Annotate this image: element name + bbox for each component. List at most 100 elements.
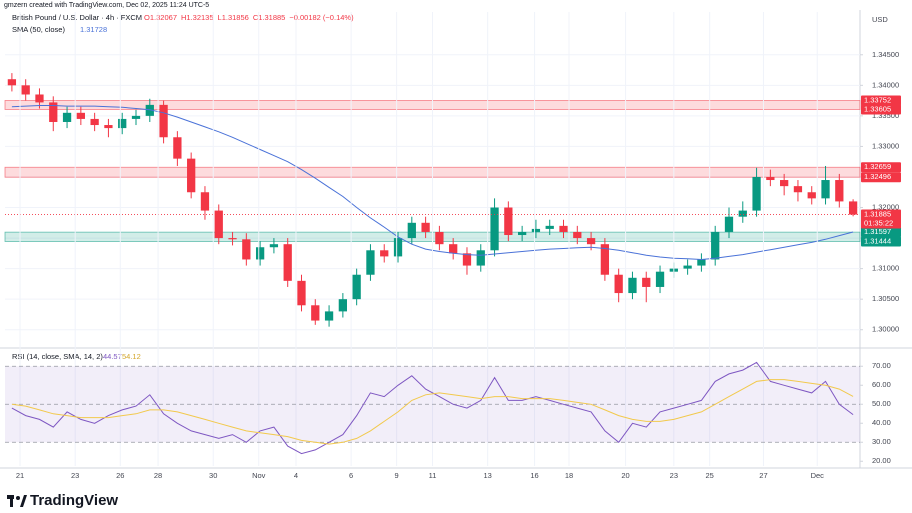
zone-label: 1.31444 (864, 236, 891, 245)
candle-body (90, 118, 99, 126)
candle-body (490, 207, 499, 251)
candle-body (697, 259, 706, 266)
rsi-sma-value: 54.12 (122, 352, 141, 361)
candle-body (573, 231, 582, 239)
candle-body (518, 231, 527, 236)
x-tick-label: 4 (294, 471, 298, 480)
candle-body (366, 250, 375, 275)
symbol-title: British Pound / U.S. Dollar · 4h · FXCM (12, 13, 142, 22)
candle-body (338, 299, 347, 312)
candle-body (283, 244, 292, 281)
candle-body (159, 104, 168, 138)
attribution: gmzern created with TradingView.com, Dec… (4, 2, 209, 9)
zone-label: 1.32496 (864, 172, 891, 181)
candle-body (145, 104, 154, 116)
y-tick-label: 50.00 (872, 399, 891, 408)
x-tick-label: 11 (429, 471, 437, 480)
currency: USD (872, 15, 888, 24)
zone-label-box (861, 162, 901, 173)
y-tick-label: 1.31000 (872, 264, 899, 273)
candle-body (738, 210, 747, 217)
candle-body (752, 176, 761, 211)
x-tick-label: 25 (706, 471, 714, 480)
candle-body (614, 274, 623, 294)
x-tick-label: 13 (483, 471, 491, 480)
candle-body (7, 79, 17, 86)
candle-body (793, 186, 803, 193)
x-tick-label: 30 (209, 471, 217, 480)
y-tick-label: 40.00 (872, 418, 891, 427)
x-tick-label: 20 (621, 471, 629, 480)
candle-body (324, 311, 334, 321)
candle-body (531, 228, 541, 232)
y-tick-label: 1.30500 (872, 294, 899, 303)
candle-body (187, 158, 196, 193)
candle-body (848, 201, 858, 215)
y-tick-label: 1.30000 (872, 325, 899, 334)
x-tick-label: 23 (71, 471, 79, 480)
x-tick-label: 28 (154, 471, 162, 480)
candle-body (628, 277, 637, 294)
zone-label-box (861, 104, 901, 115)
zone-label: 1.33752 (864, 95, 891, 104)
candle-body (407, 222, 416, 239)
logo-text: TradingView (30, 492, 118, 509)
ohlc-legend: O1.32067 (144, 13, 177, 22)
candle-body (352, 274, 361, 300)
candle-body (421, 222, 430, 232)
candle-body (462, 253, 472, 266)
candle-body (766, 176, 775, 181)
sma-legend: SMA (50, close) (12, 25, 65, 34)
candle-body (131, 115, 141, 119)
y-tick-label: 20.00 (872, 456, 891, 465)
rsi-line (11, 379, 854, 445)
candle-body (76, 112, 85, 119)
x-tick-label: 23 (670, 471, 678, 480)
rsi-line (11, 361, 854, 455)
x-tick-label: 27 (759, 471, 767, 480)
candle-body (297, 280, 306, 306)
candle-body (835, 180, 844, 202)
candle-body (683, 265, 692, 269)
candle-body (269, 244, 279, 248)
x-tick-label: 26 (116, 471, 124, 480)
candle-body (35, 94, 44, 103)
ohlc-legend: −0.00182 (−0.14%) (289, 13, 354, 22)
y-tick-label: 1.34000 (872, 80, 899, 89)
zone-label-box (861, 95, 901, 106)
candle-body (214, 210, 223, 239)
candle-body (173, 137, 182, 159)
last-price-box (861, 209, 901, 229)
candle-body (559, 225, 568, 232)
x-tick-label: 6 (349, 471, 353, 480)
zone-label: 1.33605 (864, 104, 891, 113)
candle-body (104, 125, 113, 129)
ohlc-legend: H1.32135 (181, 13, 214, 22)
rsi-value: 44.57 (103, 352, 122, 361)
candle-body (724, 216, 734, 232)
rsi-legend: RSI (14, close, SMA, 14, 2) (12, 352, 103, 361)
candle-body (642, 277, 651, 287)
zone-label: 1.32659 (864, 162, 891, 171)
candle-body (545, 225, 554, 229)
y-tick-label: 1.34500 (872, 50, 899, 59)
candle-body (780, 180, 789, 187)
ohlc-legend: L1.31856 (218, 13, 249, 22)
x-tick-label: 18 (565, 471, 573, 480)
x-tick-label: Nov (252, 471, 266, 480)
x-tick-label: Dec (811, 471, 825, 480)
candle-body (311, 305, 320, 321)
sma-value: 1.31728 (80, 25, 107, 34)
candle-body (242, 239, 251, 260)
candle-body (118, 118, 127, 129)
zone-label-box (861, 227, 901, 238)
candle-body (21, 85, 30, 95)
candle-body (476, 250, 485, 266)
logo-icon (7, 495, 27, 507)
y-tick-label: 1.33500 (872, 111, 899, 120)
last-price-label: 1.31885 (864, 210, 891, 219)
y-tick-label: 1.33000 (872, 141, 899, 150)
candle-body (586, 238, 596, 245)
